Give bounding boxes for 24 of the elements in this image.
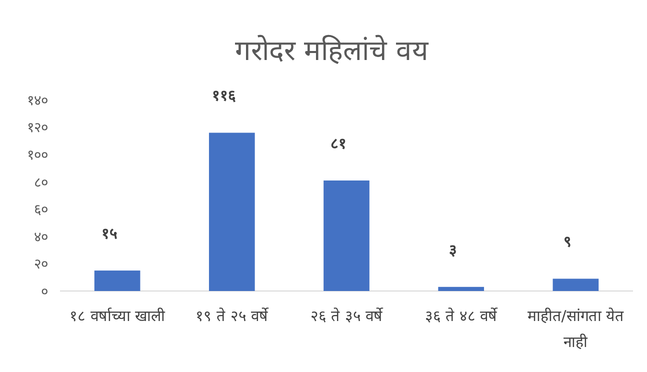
data-label: १५ — [101, 224, 118, 243]
x-tick-label: ३६ ते ४८ वर्षे — [424, 307, 498, 325]
y-tick-label: ० — [41, 284, 48, 300]
bar — [94, 270, 140, 291]
data-label: ९ — [564, 232, 572, 251]
y-tick-label: ६० — [34, 202, 48, 218]
y-tick-label: १२० — [27, 120, 48, 136]
x-tick-label: १८ वर्षाच्या खाली — [70, 307, 166, 325]
x-tick-label: माहीत/सांगता येत नाही — [527, 307, 624, 351]
chart-title: गरोदर महिलांचे वय — [235, 34, 429, 67]
data-label: ८१ — [330, 134, 346, 152]
y-tick-label: ८० — [34, 174, 48, 191]
bar — [324, 180, 370, 291]
y-tick-label: १०० — [27, 147, 48, 164]
y-tick-label: १४० — [27, 92, 48, 109]
x-tick-label: २६ ते ३५ वर्षे — [310, 307, 384, 325]
x-tick-label: १९ ते २५ वर्षे — [196, 307, 270, 325]
y-tick-label: ४० — [34, 229, 48, 246]
bar — [438, 286, 484, 291]
bar — [208, 132, 255, 291]
bar — [552, 278, 599, 291]
data-label: ३ — [449, 240, 458, 259]
y-tick-label: २० — [34, 256, 48, 273]
data-label: ११६ — [212, 86, 236, 105]
